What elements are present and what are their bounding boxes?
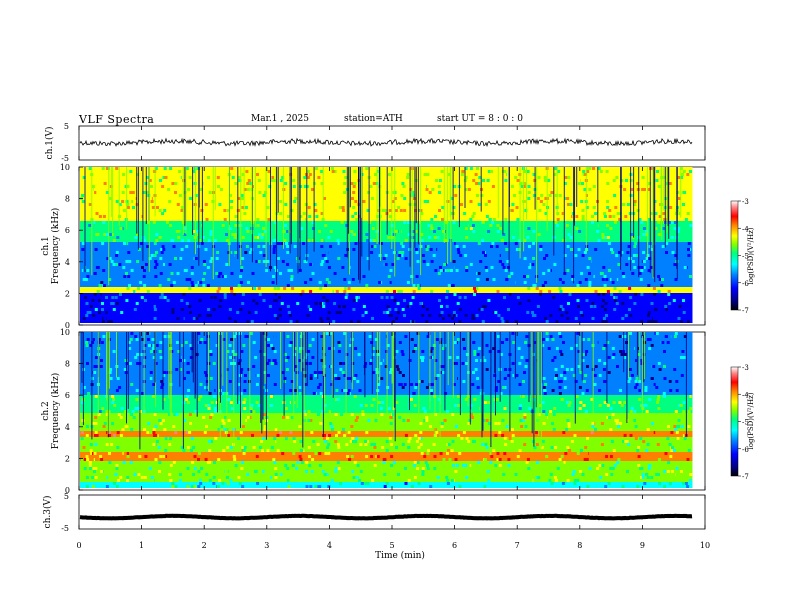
ch1-waveform-line [79,137,693,148]
x-tick-label: 2 [202,541,207,550]
ch2-colorbar [730,366,739,477]
ch1-colorbar-tick-label: -7 [742,307,749,315]
x-tick-label: 10 [700,541,710,550]
x-axis-label: Time (min) [375,550,425,561]
ch2-spectrogram-ytick-label: 0 [65,486,70,495]
ch3-waveform-panel: 5 -5 ch.3(V) [42,492,706,533]
ch1-spectrogram-ylabel-line2: Frequency (kHz) [50,208,61,285]
ch2-colorbar-label: log(PSD)(V²/Hz) [747,392,755,449]
ch1-colorbar [730,200,739,311]
ch3-waveform-ylabel: ch.3(V) [42,496,53,529]
ch2-spectrogram-ytick-label: 2 [65,454,70,463]
ch1-spectrogram-image [80,167,693,323]
ch1-ytick-top: 5 [64,122,69,131]
ch3-ytick-top: 5 [64,492,69,501]
ch2-spectrogram-ytick-label: 6 [65,391,70,400]
ch1-colorbar-tick-label: -3 [742,198,749,206]
x-tick-label: 8 [577,541,582,550]
ch2-spectrogram-ytick-label: 4 [65,423,70,432]
x-tick-label: 1 [139,541,144,550]
x-tick-label: 6 [452,541,457,550]
station-label: station=ATH [344,114,403,124]
ch1-colorbar-tick-label: -4 [742,225,749,233]
x-tick-label: 7 [515,541,520,550]
ch2-spectrogram-ytick-label: 10 [60,328,70,337]
ch2-colorbar-tick-label: -7 [742,473,749,481]
date-label: Mar.1 , 2025 [251,114,309,124]
ch2-colorbar-tick-label: -3 [742,364,749,372]
ch1-waveform-panel: 5 -5 ch.1(V) [44,122,706,163]
ch2-colorbar-tick-label: -4 [742,391,749,399]
ch1-ytick-bottom: -5 [61,154,69,163]
x-axis: 0 1 2 3 4 5 6 7 8 9 10 [76,126,710,550]
ch1-spectrogram-ytick-label: 6 [65,226,70,235]
ch1-colorbar-tick-label: -6 [742,280,749,288]
ch1-spectrogram-ytick-label: 10 [60,163,70,172]
x-tick-label: 4 [327,541,332,550]
ch1-waveform-ylabel: ch.1(V) [44,127,55,160]
ch2-colorbar-tick-label: -5 [742,419,749,427]
chart-title: VLF Spectra [79,113,155,126]
ch3-waveform-line [79,513,693,521]
ch1-spectrogram-ylabel-line1: ch.1 [41,236,51,255]
ch1-spectrogram-ytick-label: 0 [65,321,70,330]
ch3-ytick-bottom: -5 [61,524,69,533]
ch2-spectrogram-ylabel-line1: ch.2 [41,401,51,420]
ch2-spectrogram-image [80,332,693,488]
x-tick-label: 3 [264,541,269,550]
ch1-colorbar-label: log(PSD)(V²/Hz) [747,227,755,284]
ch1-spectrogram-ytick-label: 2 [65,289,70,298]
ch3-waveform-frame [78,494,706,530]
ch1-spectrogram-ytick-label: 4 [65,258,70,267]
ch1-spectrogram-ytick-label: 8 [65,195,70,204]
x-tick-label: 0 [76,541,81,550]
start-ut-label: start UT = 8 : 0 : 0 [437,114,523,124]
x-tick-label: 5 [389,541,394,550]
ch2-spectrogram-ylabel-line2: Frequency (kHz) [50,373,61,450]
x-tick-label: 9 [640,541,645,550]
ch1-colorbar-tick-label: -5 [742,253,749,261]
ch2-colorbar-tick-label: -6 [742,446,749,454]
ch2-spectrogram-ytick-label: 8 [65,360,70,369]
